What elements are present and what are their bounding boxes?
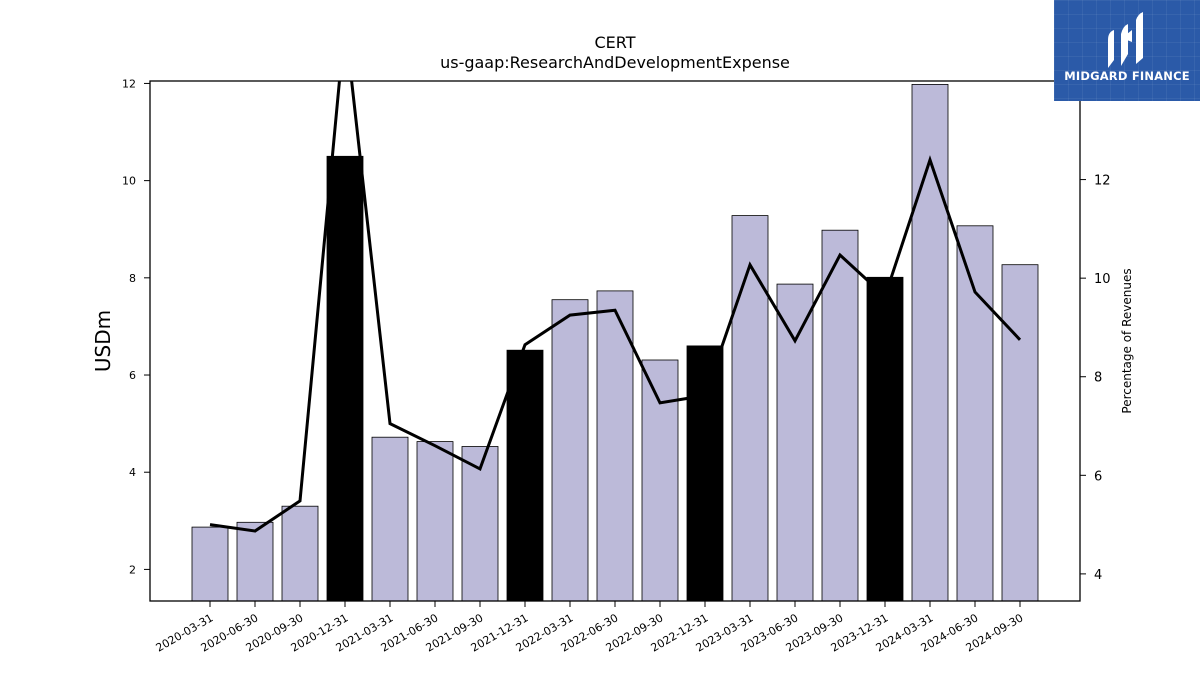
y-tick-label: 10 xyxy=(122,175,136,188)
chart-subtitle: us-gaap:ResearchAndDevelopmentExpense xyxy=(440,53,790,72)
bar xyxy=(956,225,994,602)
bar xyxy=(551,299,589,602)
y2-tick-label: 10 xyxy=(1094,272,1111,287)
bar xyxy=(821,229,859,602)
bar xyxy=(866,276,904,602)
bar xyxy=(596,290,634,602)
bar xyxy=(191,526,229,602)
y-axis-label: USDm xyxy=(91,310,115,372)
bar xyxy=(236,521,274,602)
y2-tick-label: 4 xyxy=(1094,568,1102,583)
bar xyxy=(1001,264,1039,602)
percentage-line xyxy=(209,81,1022,533)
midgard-logo-icon xyxy=(1108,12,1143,68)
bar xyxy=(506,349,544,602)
bar xyxy=(731,215,769,602)
y-tick-label: 2 xyxy=(129,563,136,576)
y2-tick-label: 12 xyxy=(1094,174,1111,189)
y2-tick-label: 6 xyxy=(1094,469,1102,484)
bar xyxy=(776,283,814,602)
y-axis-left: 2 4 6 8 10 12 xyxy=(122,77,150,576)
bar xyxy=(686,345,724,602)
bar xyxy=(416,441,454,602)
y-tick-label: 8 xyxy=(129,272,136,285)
y-tick-label: 6 xyxy=(129,369,136,382)
y2-axis-label: Percentage of Revenues xyxy=(1120,268,1134,413)
x-axis: 2020-03-312020-06-302020-09-302020-12-31… xyxy=(154,601,1026,655)
bar xyxy=(461,446,499,602)
chart-title: CERT xyxy=(594,33,635,52)
y-tick-label: 12 xyxy=(122,77,136,90)
bar xyxy=(911,84,949,602)
line-series xyxy=(209,81,1022,533)
y-tick-label: 4 xyxy=(129,466,136,479)
brand-logo: MIDGARD FINANCE xyxy=(1054,0,1200,101)
bar xyxy=(326,155,364,602)
bar xyxy=(281,505,319,602)
y2-tick-label: 8 xyxy=(1094,371,1102,386)
bar xyxy=(641,359,679,602)
y-axis-right: 4 6 8 10 12 xyxy=(1080,174,1111,583)
bar-series xyxy=(191,84,1039,602)
bar xyxy=(371,436,409,602)
brand-name: MIDGARD FINANCE xyxy=(1064,69,1190,83)
